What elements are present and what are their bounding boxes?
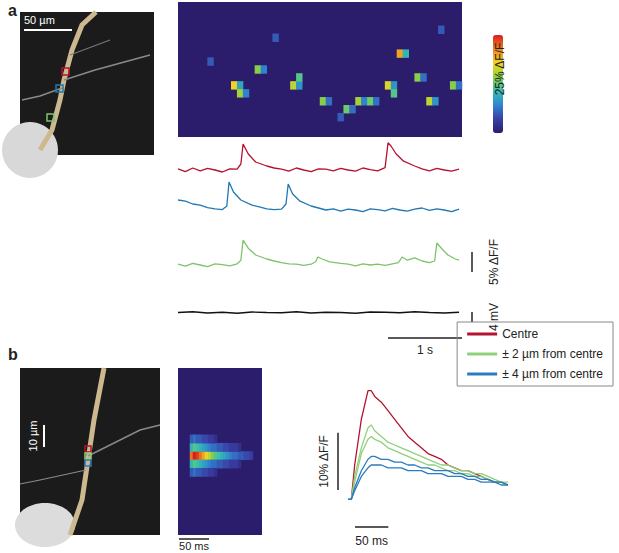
svg-text:25% ΔF/F: 25% ΔF/F [493, 43, 507, 96]
svg-text:1 s: 1 s [417, 343, 433, 357]
svg-text:50 ms: 50 ms [355, 534, 388, 548]
svg-text:10% ΔF/F: 10% ΔF/F [317, 435, 331, 488]
svg-text:5% ΔF/F: 5% ΔF/F [487, 239, 501, 285]
svg-text:4 mV: 4 mV [487, 303, 501, 331]
svg-text:a: a [8, 2, 17, 19]
svg-text:± 2 µm from centre: ± 2 µm from centre [502, 347, 603, 361]
svg-text:10 µm: 10 µm [27, 421, 39, 452]
svg-text:b: b [8, 346, 18, 363]
svg-text:± 4 µm from centre: ± 4 µm from centre [502, 367, 603, 381]
svg-text:Centre: Centre [502, 327, 538, 341]
svg-text:50 µm: 50 µm [24, 14, 55, 26]
svg-text:50 ms: 50 ms [179, 540, 209, 552]
